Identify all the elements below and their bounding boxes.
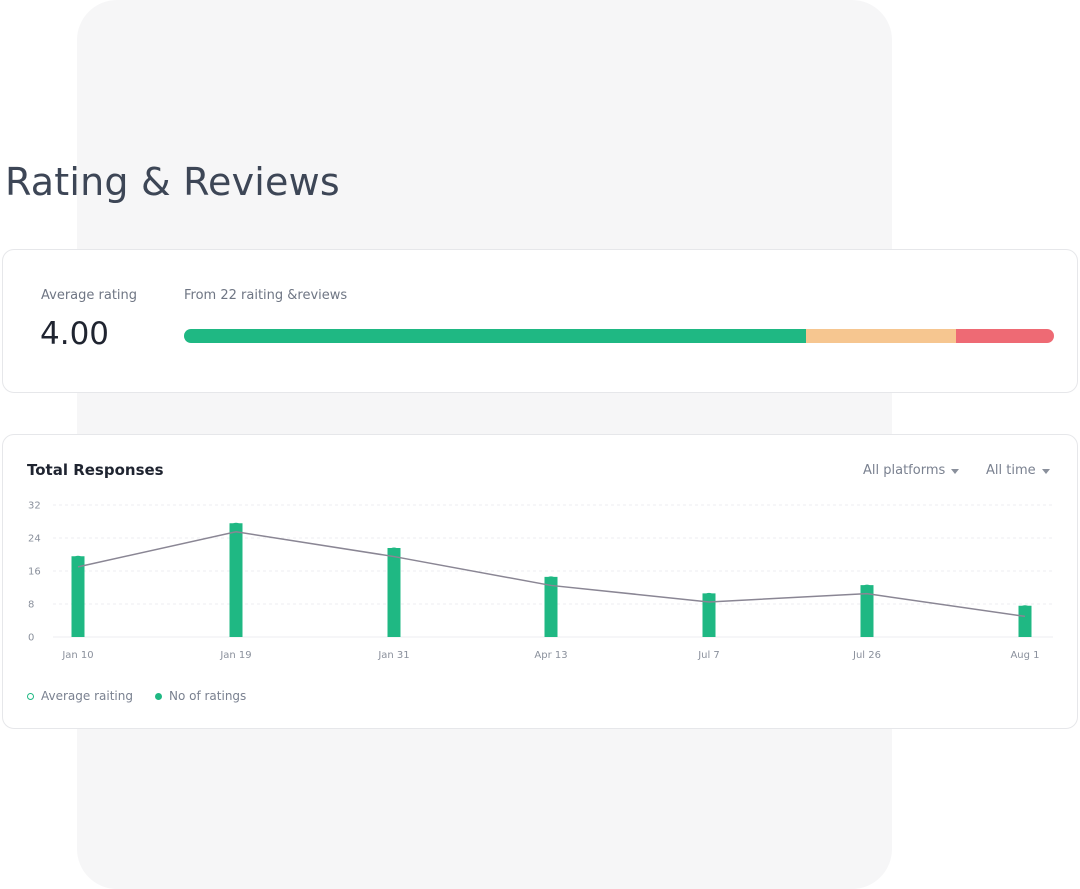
- rating-bar-segment-neutral: [806, 329, 956, 343]
- bar-cap: [860, 584, 874, 598]
- y-tick-label: 32: [28, 501, 41, 512]
- bar: [229, 523, 243, 637]
- legend-count-label: No of ratings: [168, 689, 247, 703]
- rating-bar-segment-positive: [184, 329, 807, 343]
- platform-filter-label: All platforms: [863, 463, 946, 478]
- bar-cap: [229, 522, 243, 536]
- rating-bar-segment-negative: [955, 329, 1054, 343]
- time-filter-dropdown[interactable]: All time: [986, 463, 1050, 478]
- time-filter-label: All time: [986, 463, 1036, 478]
- y-tick-label: 24: [28, 534, 41, 545]
- chart-legend: Average raiting No of ratings: [27, 689, 246, 703]
- x-tick-label: Jan 10: [61, 650, 93, 661]
- page-title: Rating & Reviews: [5, 160, 340, 204]
- y-tick-label: 16: [28, 567, 41, 578]
- x-tick-label: Apr 13: [534, 650, 567, 661]
- legend-item-count: No of ratings: [154, 689, 247, 703]
- y-tick-label: 0: [28, 633, 34, 644]
- rating-distribution-bar: [184, 329, 1054, 343]
- platform-filter-dropdown[interactable]: All platforms: [863, 463, 960, 478]
- x-tick-label: Aug 1: [1010, 650, 1039, 661]
- bar-cap: [544, 576, 558, 590]
- average-rating-value: 4.00: [40, 316, 110, 352]
- x-tick-label: Jul 26: [852, 650, 881, 661]
- y-tick-label: 8: [28, 600, 34, 611]
- bar: [860, 585, 874, 637]
- legend-average-label: Average raiting: [41, 689, 133, 703]
- bar: [544, 576, 558, 637]
- total-responses-card: Total Responses All platforms All time 0…: [2, 434, 1078, 729]
- filled-dot-icon: [154, 692, 162, 700]
- x-tick-label: Jul 7: [697, 650, 720, 661]
- average-line: [77, 531, 1026, 618]
- bar-cap: [387, 547, 401, 561]
- bar-cap: [1018, 605, 1032, 619]
- responses-chart: 0 8 16 24 32 Jan 10 Jan 19 Jan 31 Apr 13 Jul 7 Jul…: [28, 501, 1053, 661]
- caret-down-icon: [951, 468, 960, 474]
- caret-down-icon: [1041, 468, 1050, 474]
- chart-title: Total Responses: [27, 461, 164, 479]
- x-tick-label: Jan 31: [377, 650, 409, 661]
- bar: [71, 556, 85, 637]
- hollow-dot-icon: [27, 692, 34, 700]
- rating-summary-card: Average rating 4.00 From 22 raiting &rev…: [2, 249, 1078, 393]
- bar-cap: [702, 592, 716, 606]
- reviews-count-label: From 22 raiting &reviews: [184, 288, 348, 303]
- bar: [387, 548, 401, 637]
- legend-item-average: Average raiting: [27, 689, 133, 703]
- x-tick-label: Jan 19: [219, 650, 251, 661]
- average-rating-label: Average rating: [41, 288, 138, 303]
